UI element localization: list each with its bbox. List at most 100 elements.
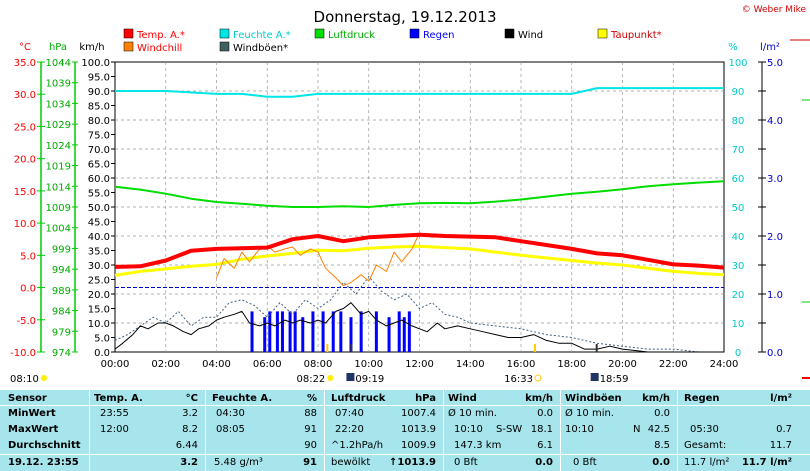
row-label-current: 19.12. 23:55 bbox=[8, 457, 79, 468]
gust-header: Windböen bbox=[565, 393, 622, 404]
sunrise-label: 08:22 bbox=[296, 374, 325, 385]
temp-max: 8.2 bbox=[182, 424, 198, 435]
row-label-avg: Durchschnitt bbox=[8, 440, 81, 451]
rain-column: Regen l/m² 05:30 0.7 Gesamt: 11.7 11.7 l… bbox=[678, 390, 798, 471]
sun-icon bbox=[327, 375, 334, 381]
wind-tick-label: 5.0 bbox=[94, 334, 110, 345]
wind-tick-label: 45.0 bbox=[88, 218, 110, 229]
pressure-tick-label: 1019 bbox=[46, 162, 71, 173]
wind-tick-label: 95.0 bbox=[88, 73, 110, 84]
rain-total: 11.7 bbox=[769, 440, 792, 451]
temp-tick-label: 5.0 bbox=[20, 251, 36, 262]
temp-tick-label: 10.0 bbox=[14, 219, 36, 230]
legend-label: Windböen* bbox=[233, 43, 288, 54]
sunset-label: 16:33 bbox=[504, 374, 533, 385]
wind-max: 18.1 bbox=[530, 424, 553, 435]
pressure-tick-label: 1014 bbox=[46, 182, 71, 193]
hum-max-time: 08:05 bbox=[216, 424, 245, 435]
press-current: ↑1013.9 bbox=[389, 457, 436, 468]
wind-tick-label: 100.0 bbox=[81, 58, 110, 69]
gust-bft: 0 Bft bbox=[573, 457, 597, 468]
wind-tick-label: 65.0 bbox=[88, 160, 110, 171]
temp-min-time: 23:55 bbox=[100, 408, 129, 419]
wind-tick-label: 40.0 bbox=[88, 232, 110, 243]
temp-avg: 6.44 bbox=[175, 440, 198, 451]
rain-bar bbox=[293, 311, 297, 352]
legend-swatch bbox=[219, 41, 230, 52]
rain-bar bbox=[280, 311, 284, 352]
humidity-axis-unit: % bbox=[728, 42, 738, 53]
time-tick-label: 22:00 bbox=[659, 359, 688, 370]
time-tick-label: 06:00 bbox=[253, 359, 282, 370]
series-line-windb-en bbox=[114, 276, 724, 353]
humidity-tick-label: 100 bbox=[728, 58, 747, 69]
temp-tick-label: 35.0 bbox=[14, 58, 36, 69]
humidity-tick-label: 50 bbox=[732, 203, 745, 214]
temp-current: 3.2 bbox=[180, 457, 198, 468]
wind-tick-label: 30.0 bbox=[88, 261, 110, 272]
wind-axis-unit: km/h bbox=[79, 42, 104, 53]
rain-bar bbox=[349, 317, 353, 352]
time-tick-label: 10:00 bbox=[354, 359, 383, 370]
time-tick-label: 02:00 bbox=[151, 359, 180, 370]
time-tick-label: 12:00 bbox=[405, 359, 434, 370]
pressure-tick-label: 1004 bbox=[46, 224, 71, 235]
pressure-tick-label: 1039 bbox=[46, 79, 71, 90]
rain-bar bbox=[263, 317, 267, 352]
wind-distance: 147.3 km bbox=[454, 440, 502, 451]
pressure-tick-label: 1024 bbox=[46, 141, 71, 152]
hum-current: 91 bbox=[303, 457, 317, 468]
legend-label: Taupunkt* bbox=[610, 30, 662, 41]
sensor-column: Sensor MinWert MaxWert Durchschnitt 19.1… bbox=[0, 390, 88, 471]
legend-swatch bbox=[123, 28, 134, 39]
press-header: Luftdruck bbox=[331, 393, 386, 404]
time-tick-label: 14:00 bbox=[456, 359, 485, 370]
humidity-tick-label: 10 bbox=[732, 319, 745, 330]
legend-label: Feuchte A.* bbox=[233, 30, 291, 41]
time-tick-label: 18:00 bbox=[557, 359, 586, 370]
time-tick-label: 20:00 bbox=[608, 359, 637, 370]
gust-column: Windböen km/h Ø 10 min. 0.0 10:10 N 42.5… bbox=[561, 390, 676, 471]
press-max: 1013.9 bbox=[401, 424, 436, 435]
time-tick-label: 24:00 bbox=[710, 359, 739, 370]
rain-current: 11.7 l/m² bbox=[741, 457, 792, 468]
rain-bar bbox=[321, 311, 325, 352]
rain-bar bbox=[268, 311, 272, 352]
temp-tick-label: 25.0 bbox=[14, 122, 36, 133]
temp-column: Temp. A. °C 23:55 3.2 12:00 8.2 6.44 3.2 bbox=[90, 390, 204, 471]
wind-tick-label: 50.0 bbox=[88, 203, 110, 214]
rain-max-time: 05:30 bbox=[690, 424, 719, 435]
rain-bar bbox=[275, 311, 279, 352]
pressure-axis-unit: hPa bbox=[49, 42, 67, 53]
humidity-tick-label: 90 bbox=[732, 87, 745, 98]
wind-header: Wind bbox=[448, 393, 477, 404]
hum-header: Feuchte A. bbox=[212, 393, 273, 404]
legend-label: Wind bbox=[518, 30, 543, 41]
wind-tick-label: 80.0 bbox=[88, 116, 110, 127]
rain-bar bbox=[311, 311, 315, 352]
wind-tick-label: 70.0 bbox=[88, 145, 110, 156]
weather-chart: Donnerstag, 19.12.2013 © Weber Mike Temp. … bbox=[10, 5, 810, 385]
humidity-tick-label: 80 bbox=[732, 116, 745, 127]
sun-icon bbox=[534, 374, 542, 382]
rain-current-total: 11.7 l/m² bbox=[684, 457, 730, 468]
gust-avg10: 0.0 bbox=[654, 408, 670, 419]
hum-max: 91 bbox=[304, 424, 317, 435]
wind-tick-label: 75.0 bbox=[88, 131, 110, 142]
temp-tick-label: 0.0 bbox=[20, 284, 36, 295]
time-tick-label: 08:00 bbox=[304, 359, 333, 370]
series-line-temp-a bbox=[114, 232, 725, 270]
rain-bar bbox=[288, 311, 292, 352]
rain-tick-label: 2.0 bbox=[767, 232, 783, 243]
pressure-tick-label: 1034 bbox=[46, 99, 71, 110]
humidity-tick-label: 20 bbox=[732, 290, 745, 301]
rain-bar bbox=[339, 311, 343, 352]
pressure-tick-label: 989 bbox=[52, 286, 71, 297]
legend-label: Luftdruck bbox=[328, 30, 375, 41]
gust-max-dir: N bbox=[633, 424, 641, 435]
wind-tick-label: 55.0 bbox=[88, 189, 110, 200]
temp-tick-label: 20.0 bbox=[14, 155, 36, 166]
rain-tick-label: 3.0 bbox=[767, 174, 783, 185]
press-weather: bewölkt bbox=[331, 457, 371, 468]
moon-icon bbox=[346, 373, 355, 381]
